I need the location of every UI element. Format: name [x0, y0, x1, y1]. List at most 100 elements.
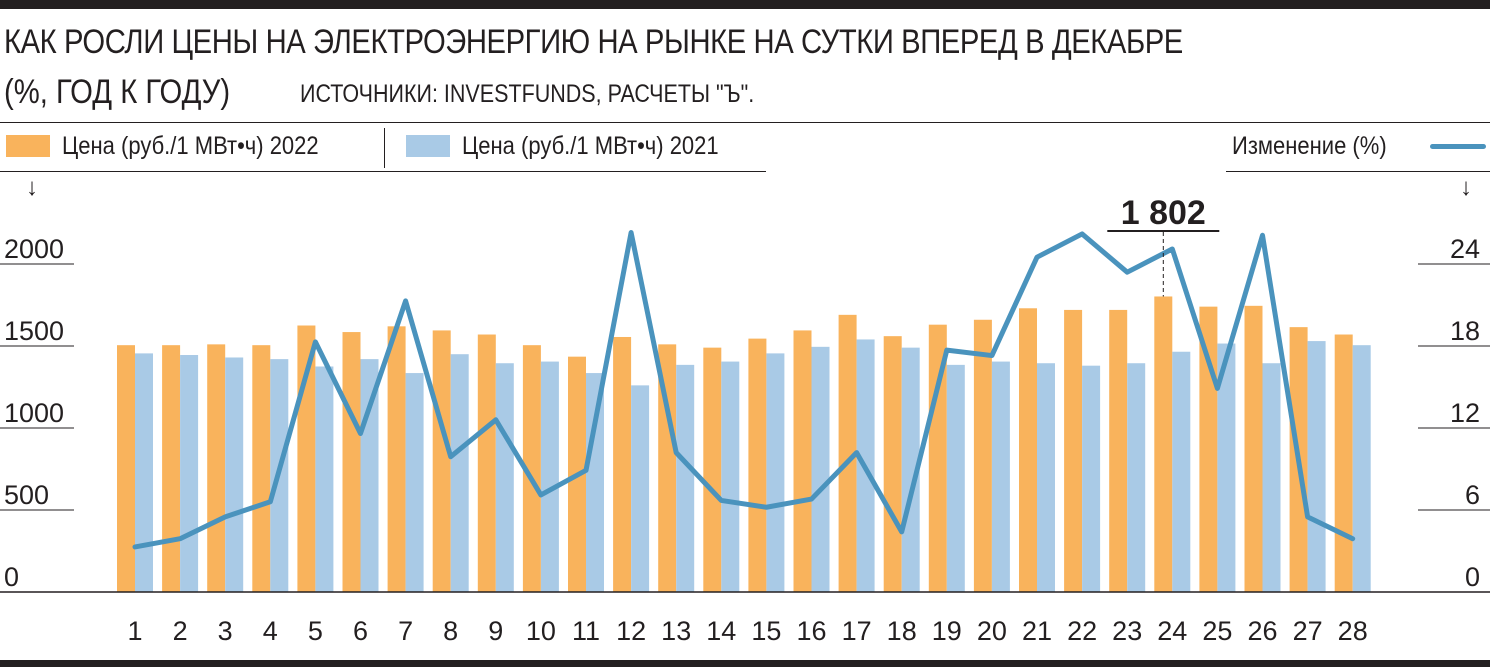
header-rule: [0, 122, 1490, 123]
bar-2022: [252, 345, 271, 592]
chart-subtitle: (%, ГОД К ГОДУ): [4, 73, 231, 111]
x-tick-label: 14: [706, 616, 736, 646]
y-tick-label-left: 0: [4, 562, 19, 592]
chart-title: КАК РОСЛИ ЦЕНЫ НА ЭЛЕКТРОЭНЕРГИЮ НА РЫНК…: [4, 23, 1183, 61]
x-tick-label: 7: [398, 616, 413, 646]
bar-2022: [883, 336, 902, 592]
bar-2022: [1199, 306, 1218, 592]
bar-2022: [522, 345, 541, 592]
x-tick-label: 15: [751, 616, 781, 646]
x-tick-label: 22: [1067, 616, 1097, 646]
x-tick-label: 24: [1157, 616, 1187, 646]
bar-2022: [117, 345, 135, 592]
legend-label-2022: Цена (руб./1 МВт•ч) 2022: [62, 132, 319, 160]
y-tick-label-left: 500: [4, 480, 49, 510]
x-tick-label: 10: [526, 616, 556, 646]
bar-2021: [135, 353, 153, 592]
bar-2022: [838, 314, 857, 592]
bar-2022: [162, 345, 181, 592]
bar-2022: [432, 330, 451, 592]
y-tick-label-left: 1500: [4, 316, 64, 346]
bar-2022: [1109, 309, 1128, 592]
x-tick-label: 8: [443, 616, 458, 646]
bar-2021: [631, 385, 650, 592]
legend-swatch-2022: [6, 135, 50, 157]
bar-2021: [1127, 363, 1146, 592]
bar-2021: [180, 355, 199, 592]
x-tick-label: 26: [1247, 616, 1277, 646]
x-tick-label: 17: [842, 616, 872, 646]
bar-2022: [1064, 309, 1083, 592]
y-tick-label-right: 6: [1465, 480, 1480, 510]
bar-2022: [703, 347, 722, 592]
bar-2022: [793, 330, 812, 592]
bar-2021: [901, 347, 920, 592]
bar-2021: [450, 354, 469, 592]
x-tick-label: 13: [661, 616, 691, 646]
bar-2021: [1352, 345, 1371, 592]
y-tick-label-right: 24: [1450, 234, 1480, 264]
x-tick-label: 1: [127, 616, 142, 646]
bar-2022: [477, 334, 496, 592]
bar-2021: [1262, 363, 1281, 592]
bottom-rule: [0, 660, 1490, 667]
x-tick-label: 12: [616, 616, 646, 646]
bar-2021: [946, 364, 965, 592]
x-tick-label: 6: [353, 616, 368, 646]
legend-label-2021: Цена (руб./1 МВт•ч) 2021: [462, 132, 719, 160]
bar-2021: [811, 346, 830, 592]
x-tick-label: 25: [1202, 616, 1232, 646]
x-tick-label: 3: [218, 616, 233, 646]
x-tick-label: 27: [1293, 616, 1323, 646]
bar-2021: [991, 361, 1010, 592]
x-tick-label: 5: [308, 616, 323, 646]
bar-2022: [973, 319, 992, 592]
x-tick-label: 9: [488, 616, 503, 646]
bar-2022: [207, 344, 226, 592]
bar-2022: [1334, 334, 1353, 592]
x-tick-label: 16: [796, 616, 826, 646]
source-note: ИСТОЧНИКИ: INVESTFUNDS, РАСЧЕТЫ "Ъ".: [300, 80, 755, 108]
bar-2021: [1307, 341, 1326, 592]
bar-2022: [613, 336, 632, 592]
bar-2022: [1019, 308, 1037, 592]
bar-2022: [658, 344, 677, 592]
bar-2022: [1244, 305, 1263, 592]
y-tick-label-right: 18: [1450, 316, 1480, 346]
x-tick-label: 28: [1338, 616, 1368, 646]
right-axis-arrow-icon: ↓: [1460, 174, 1472, 201]
bar-2022: [928, 324, 947, 592]
bar-2021: [721, 361, 740, 592]
bar-2021: [1037, 363, 1055, 592]
bar-2021: [1172, 351, 1191, 592]
y-tick-label-right: 12: [1450, 398, 1480, 428]
x-tick-label: 21: [1022, 616, 1052, 646]
annotation-label: 1 802: [1121, 194, 1206, 232]
bar-2021: [676, 364, 695, 592]
y-tick-label-right: 0: [1465, 562, 1480, 592]
legend-rule-right: [1226, 171, 1490, 172]
bar-2022: [342, 332, 361, 592]
x-tick-label: 2: [173, 616, 188, 646]
bar-2021: [540, 361, 559, 592]
x-tick-label: 20: [977, 616, 1007, 646]
bar-2021: [225, 357, 244, 592]
x-tick-label: 23: [1112, 616, 1142, 646]
y-tick-label-left: 1000: [4, 398, 64, 428]
bar-2021: [1217, 343, 1236, 592]
bar-2022: [748, 338, 767, 592]
y-tick-label-left: 2000: [4, 234, 64, 264]
bar-2022: [1154, 296, 1173, 592]
legend-divider: [384, 128, 385, 168]
bar-2021: [586, 373, 604, 592]
legend-swatch-2021: [406, 135, 450, 157]
legend-line-key: [1430, 144, 1486, 149]
bar-2021: [495, 363, 514, 592]
x-tick-label: 11: [572, 616, 600, 646]
top-rule: [0, 0, 1490, 9]
subtitle-line: (%, ГОД К ГОДУ): [4, 72, 267, 119]
bar-2021: [405, 373, 424, 592]
bar-2021: [1082, 365, 1101, 592]
x-tick-label: 4: [263, 616, 278, 646]
